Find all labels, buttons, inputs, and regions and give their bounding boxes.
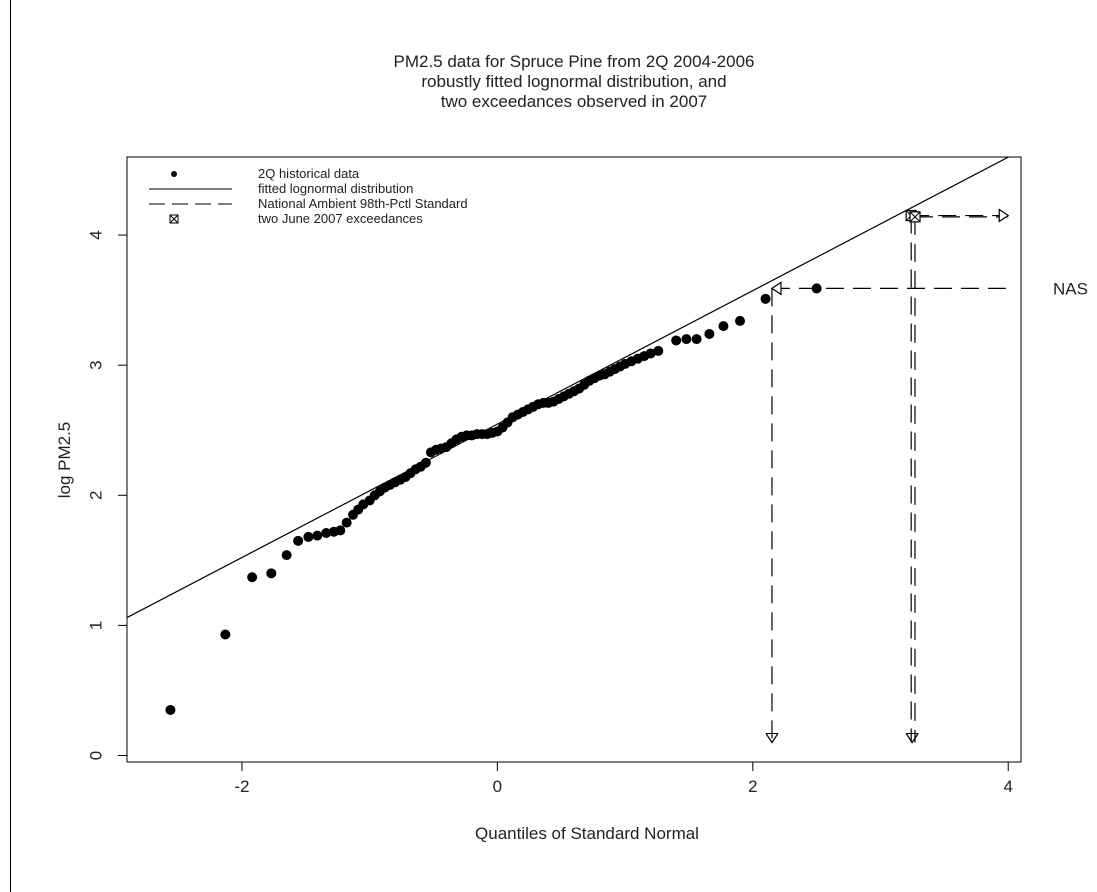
data-point xyxy=(303,531,314,542)
data-point xyxy=(335,525,346,536)
y-axis-label: log PM2.5 xyxy=(55,422,74,499)
data-point xyxy=(341,517,352,528)
chart-subtitle-line-1: robustly fitted lognormal distribution, … xyxy=(421,72,727,91)
plot-layer xyxy=(127,157,1010,715)
x-tick-label: 4 xyxy=(1003,777,1012,796)
data-point xyxy=(671,335,682,346)
exceedance-right-arrow xyxy=(998,208,1010,223)
exceedance-down-arrow xyxy=(905,733,919,744)
legend-symbol-box-x xyxy=(169,214,179,224)
data-point xyxy=(312,530,323,541)
legend-symbol-dot xyxy=(171,171,177,177)
chart-title-block: PM2.5 data for Spruce Pine from 2Q 2004-… xyxy=(127,52,1021,112)
legend-label: National Ambient 98th-Pctl Standard xyxy=(258,196,468,211)
data-point xyxy=(266,568,277,579)
exceedance-marker-x xyxy=(909,211,921,223)
y-tick-label: 2 xyxy=(86,491,105,500)
page-border xyxy=(10,0,11,892)
data-point xyxy=(691,334,702,345)
fitted-line xyxy=(127,157,1010,619)
y-tick-label: 1 xyxy=(86,621,105,630)
data-point xyxy=(165,704,176,715)
data-point xyxy=(247,572,258,583)
data-point xyxy=(718,321,729,332)
data-point xyxy=(653,345,664,356)
x-tick-label: -2 xyxy=(234,777,249,796)
x-tick-label: 0 xyxy=(493,777,502,796)
y-tick-label: 3 xyxy=(86,360,105,369)
data-point xyxy=(681,334,692,345)
overlay-layer: NAS xyxy=(765,208,1088,744)
plot-frame xyxy=(126,156,1022,763)
nas-annotation: NAS xyxy=(1053,279,1088,298)
legend-label: two June 2007 exceedances xyxy=(258,211,423,226)
data-point xyxy=(704,328,715,339)
y-tick-label: 0 xyxy=(86,751,105,760)
data-point xyxy=(293,535,304,546)
data-point xyxy=(281,550,292,561)
chart-title: PM2.5 data for Spruce Pine from 2Q 2004-… xyxy=(393,52,755,71)
chart-subtitle-line-2: two exceedances observed in 2007 xyxy=(440,92,708,111)
nas-left-arrow xyxy=(770,281,782,296)
data-point xyxy=(420,457,431,468)
x-tick-label: 2 xyxy=(748,777,757,796)
x-axis-label: Quantiles of Standard Normal xyxy=(475,824,699,843)
data-point xyxy=(645,348,656,359)
axes-layer: -2 0 2 4 0 1 2 3 4 xyxy=(86,230,1012,796)
y-tick-label: 4 xyxy=(86,230,105,239)
data-point xyxy=(220,629,231,640)
data-point xyxy=(321,528,332,539)
legend-label: 2Q historical data xyxy=(258,166,360,181)
nas-down-arrow xyxy=(765,733,779,744)
data-point xyxy=(735,315,746,326)
legend-label: fitted lognormal distribution xyxy=(258,181,413,196)
data-point xyxy=(760,293,771,304)
